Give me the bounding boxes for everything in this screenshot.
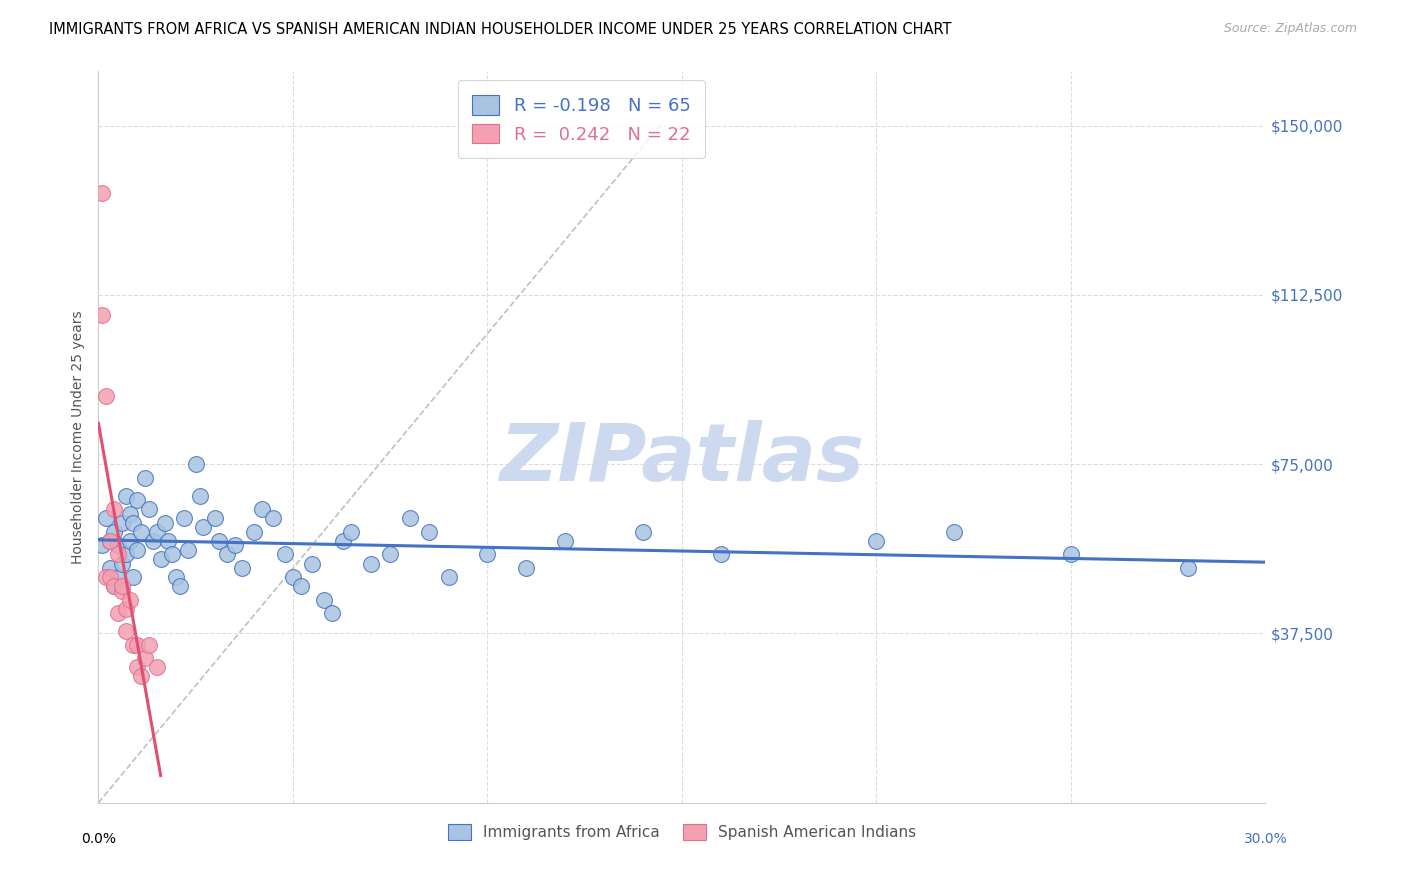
Point — [321, 606, 343, 620]
Point — [138, 638, 160, 652]
Point — [111, 579, 134, 593]
Point — [98, 533, 121, 548]
Point — [114, 624, 136, 639]
Point — [114, 601, 136, 615]
Point — [122, 516, 145, 530]
Point — [631, 524, 654, 539]
Point — [107, 606, 129, 620]
Point — [114, 548, 136, 562]
Point — [146, 660, 169, 674]
Point — [98, 533, 121, 548]
Point — [554, 533, 576, 548]
Point — [262, 511, 284, 525]
Point — [111, 557, 134, 571]
Point — [118, 592, 141, 607]
Point — [127, 638, 149, 652]
Point — [250, 502, 273, 516]
Point — [477, 548, 499, 562]
Point — [91, 186, 114, 201]
Point — [127, 660, 149, 674]
Point — [437, 570, 460, 584]
Point — [162, 548, 184, 562]
Point — [173, 511, 195, 525]
Point — [301, 557, 323, 571]
Point — [103, 502, 125, 516]
Point — [134, 651, 156, 665]
Point — [153, 516, 176, 530]
Point — [1177, 561, 1199, 575]
Point — [177, 543, 200, 558]
Point — [138, 502, 160, 516]
Point — [215, 548, 238, 562]
Point — [127, 543, 149, 558]
Point — [1060, 548, 1083, 562]
Point — [418, 524, 440, 539]
Point — [243, 524, 266, 539]
Point — [865, 533, 887, 548]
Point — [312, 592, 335, 607]
Point — [146, 524, 169, 539]
Point — [193, 520, 215, 534]
Point — [122, 570, 145, 584]
Point — [943, 524, 966, 539]
Point — [208, 533, 231, 548]
Point — [111, 583, 134, 598]
Point — [118, 533, 141, 548]
Point — [134, 471, 156, 485]
Point — [360, 557, 382, 571]
Point — [91, 308, 114, 322]
Point — [184, 457, 207, 471]
Text: IMMIGRANTS FROM AFRICA VS SPANISH AMERICAN INDIAN HOUSEHOLDER INCOME UNDER 25 YE: IMMIGRANTS FROM AFRICA VS SPANISH AMERIC… — [49, 22, 952, 37]
Point — [98, 570, 121, 584]
Point — [224, 538, 246, 552]
Point — [290, 579, 312, 593]
Point — [118, 507, 141, 521]
Point — [129, 669, 152, 683]
Point — [103, 579, 125, 593]
Point — [398, 511, 420, 525]
Point — [204, 511, 226, 525]
Legend: Immigrants from Africa, Spanish American Indians: Immigrants from Africa, Spanish American… — [441, 817, 922, 847]
Point — [281, 570, 304, 584]
Point — [96, 389, 118, 403]
Text: 0.0%: 0.0% — [82, 832, 115, 846]
Point — [96, 570, 118, 584]
Point — [107, 548, 129, 562]
Point — [103, 524, 125, 539]
Point — [129, 524, 152, 539]
Point — [380, 548, 402, 562]
Point — [103, 579, 125, 593]
Text: 30.0%: 30.0% — [1243, 832, 1288, 846]
Point — [340, 524, 363, 539]
Point — [231, 561, 253, 575]
Point — [122, 638, 145, 652]
Point — [107, 570, 129, 584]
Point — [142, 533, 165, 548]
Point — [710, 548, 733, 562]
Point — [91, 538, 114, 552]
Point — [107, 538, 129, 552]
Point — [515, 561, 537, 575]
Point — [157, 533, 180, 548]
Y-axis label: Householder Income Under 25 years: Householder Income Under 25 years — [70, 310, 84, 564]
Point — [149, 552, 172, 566]
Point — [165, 570, 187, 584]
Point — [114, 489, 136, 503]
Point — [169, 579, 191, 593]
Point — [96, 511, 118, 525]
Point — [188, 489, 211, 503]
Text: ZIPatlas: ZIPatlas — [499, 420, 865, 498]
Point — [332, 533, 354, 548]
Point — [127, 493, 149, 508]
Point — [111, 516, 134, 530]
Point — [98, 561, 121, 575]
Point — [274, 548, 297, 562]
Text: Source: ZipAtlas.com: Source: ZipAtlas.com — [1223, 22, 1357, 36]
